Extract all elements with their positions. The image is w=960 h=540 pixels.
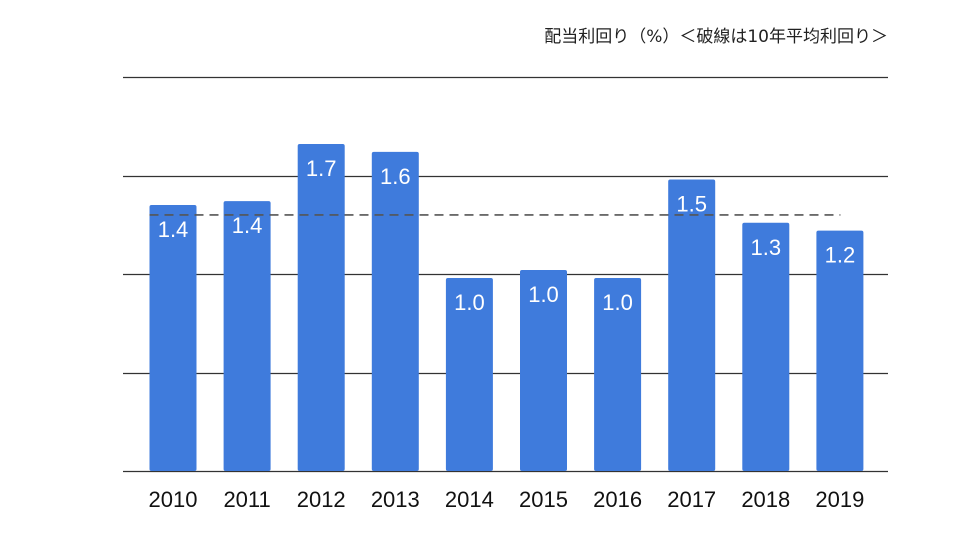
bar-label-2019: 1.2	[825, 243, 856, 268]
bar-label-2012: 1.7	[306, 156, 337, 181]
bar-2011	[223, 201, 271, 472]
x-tick-2013: 2013	[371, 487, 420, 512]
bar-2014	[445, 277, 493, 471]
bar-label-2014: 1.0	[454, 290, 485, 315]
bar-2019	[816, 230, 864, 471]
x-tick-2011: 2011	[223, 487, 270, 512]
x-tick-2017: 2017	[667, 487, 716, 512]
bar-2018	[742, 222, 790, 471]
x-tick-2010: 2010	[149, 487, 198, 512]
x-tick-2014: 2014	[445, 487, 494, 512]
x-tick-2012: 2012	[297, 487, 346, 512]
bar-label-2017: 1.5	[676, 191, 707, 216]
bar-2016	[594, 277, 642, 471]
bar-layer	[149, 143, 864, 472]
bar-label-2015: 1.0	[528, 282, 559, 307]
bar-2015	[520, 270, 567, 471]
bar-2012	[297, 143, 345, 472]
x-axis-ticks: 2010 2011 2012 2013 2014 2015 2016 2017 2018 2019	[149, 487, 865, 512]
bar-label-2016: 1.0	[602, 290, 633, 315]
x-tick-2018: 2018	[741, 487, 790, 512]
x-tick-2016: 2016	[593, 487, 642, 512]
x-tick-2015: 2015	[519, 487, 568, 512]
bar-2010	[149, 205, 197, 472]
bar-label-2018: 1.3	[751, 235, 782, 260]
x-tick-2019: 2019	[815, 487, 864, 512]
bar-2017	[668, 179, 716, 471]
bar-label-layer: 1.4 1.4 1.7 1.6 1.0 1.0 1.0 1.5 1.3 1.2	[158, 156, 855, 315]
bar-label-2010: 1.4	[158, 217, 189, 242]
bar-2013	[371, 151, 419, 472]
bar-label-2013: 1.6	[380, 164, 411, 189]
chart-title: 配当利回り（%）＜破線は10年平均利回り＞	[544, 27, 888, 47]
bar-label-2011: 1.4	[232, 213, 263, 238]
